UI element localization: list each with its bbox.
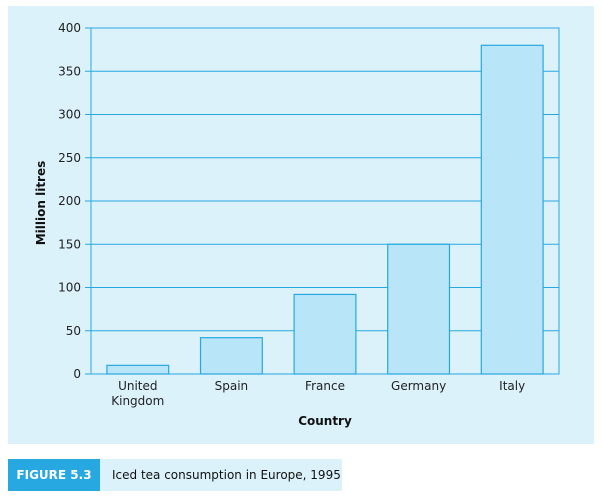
y-tick-label: 150 — [58, 237, 81, 251]
figure-caption-text: Iced tea consumption in Europe, 1995 — [100, 459, 342, 491]
x-axis-title: Country — [298, 414, 352, 428]
y-tick-label: 50 — [66, 324, 81, 338]
figure-caption: FIGURE 5.3 Iced tea consumption in Europ… — [8, 459, 342, 491]
bar-united-kingdom — [106, 364, 170, 375]
y-tick-label: 400 — [58, 21, 81, 35]
x-tick-label: Germany — [391, 379, 446, 393]
y-tick-label: 350 — [58, 64, 81, 78]
bar-germany — [387, 243, 451, 375]
figure-number-badge: FIGURE 5.3 — [8, 459, 100, 491]
bar-chart: 0 50 100 150 200 250 300 350 400 United Kingdom Sp… — [34, 21, 560, 428]
x-tick-label: France — [305, 379, 345, 393]
x-tick-label: Italy — [499, 379, 525, 393]
y-tick-labels: 0 50 100 150 200 250 300 350 400 — [58, 21, 81, 381]
bars-layer — [106, 44, 544, 375]
figure-panel: 0 50 100 150 200 250 300 350 400 United Kingdom Sp… — [8, 6, 594, 444]
x-tick-label: United Kingdom — [111, 379, 164, 408]
bar-italy — [480, 44, 544, 375]
y-tick-label: 200 — [58, 194, 81, 208]
x-tick-label: Spain — [215, 379, 249, 393]
y-tick-label: 100 — [58, 281, 81, 295]
y-tick-label: 300 — [58, 108, 81, 122]
bar-spain — [199, 337, 263, 375]
y-tick-label: 0 — [73, 367, 81, 381]
bar-france — [293, 293, 357, 375]
y-tick-label: 250 — [58, 151, 81, 165]
y-axis-title: Million litres — [34, 161, 48, 246]
x-tick-labels: United Kingdom Spain France Germany Italy — [111, 379, 525, 408]
